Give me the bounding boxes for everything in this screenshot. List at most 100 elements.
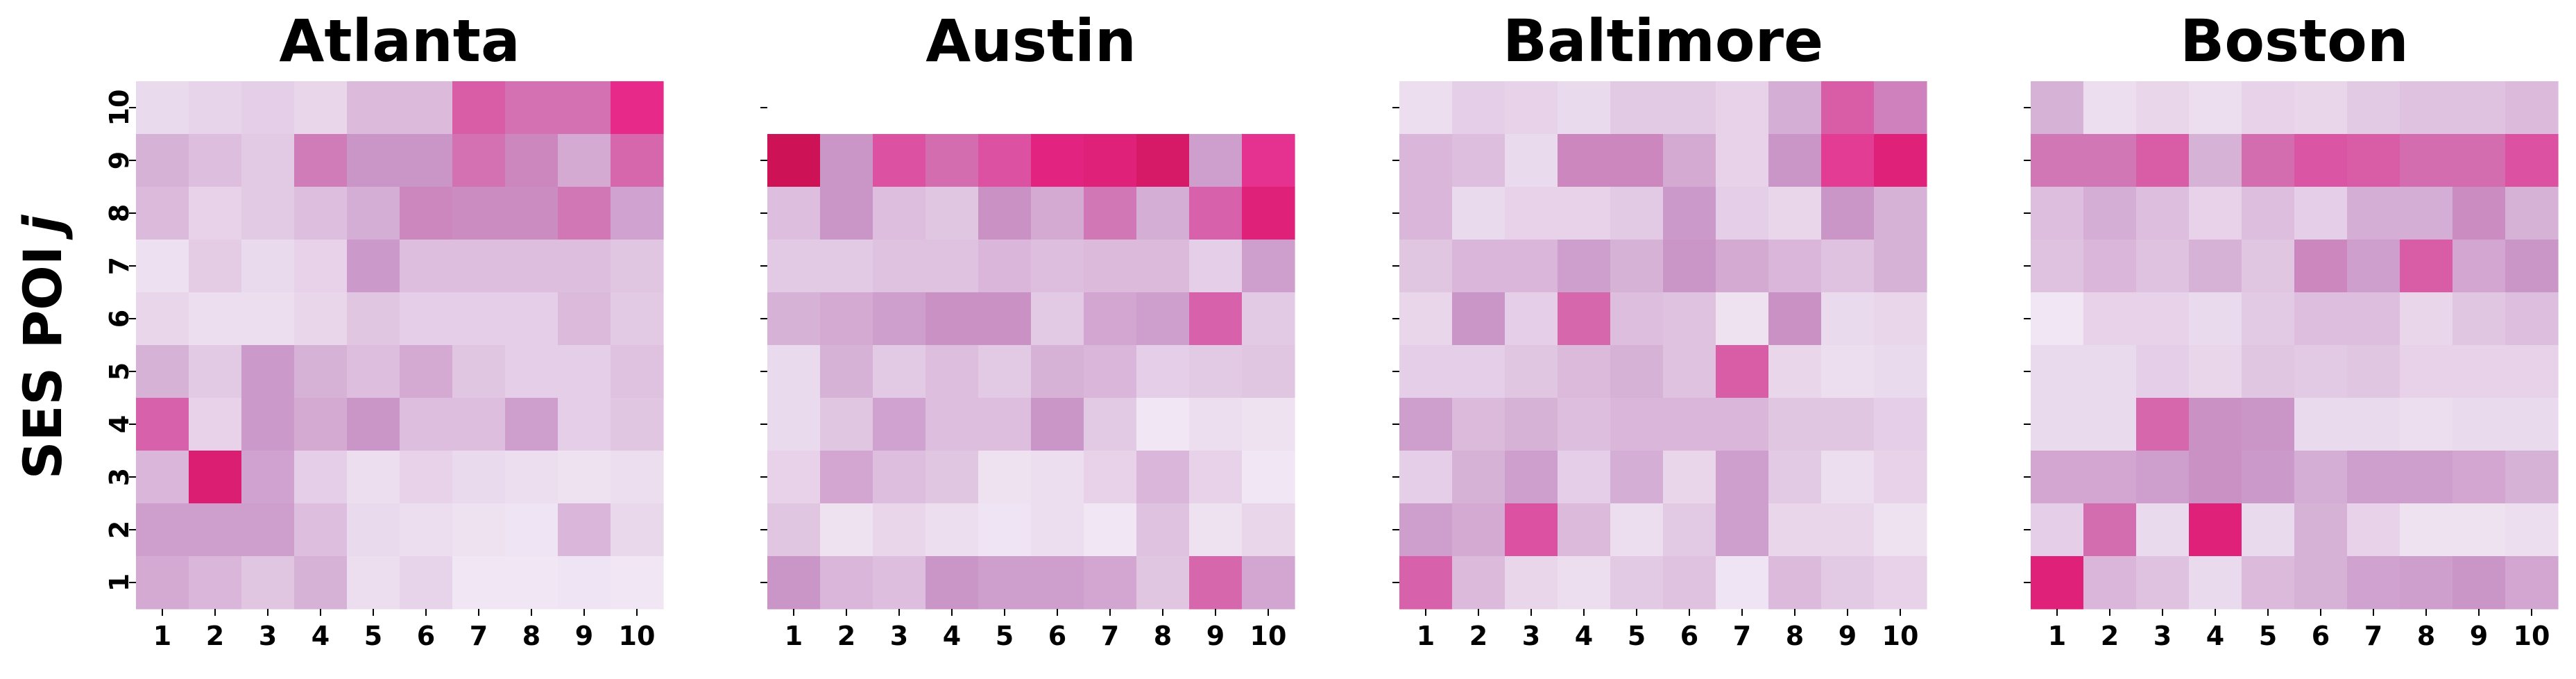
x-tick-label: 6: [2312, 621, 2330, 651]
x-tick-label: 1: [785, 621, 803, 651]
heatmap-cell: [1452, 134, 1505, 187]
heatmap-cell: [1874, 81, 1927, 135]
heatmap-cell: [1558, 345, 1611, 399]
heatmap-cell: [1136, 398, 1190, 451]
heatmap-cell: [241, 292, 295, 346]
heatmap-cell: [1136, 345, 1190, 399]
heatmap-cell: [1136, 134, 1190, 187]
heatmap-cell: [136, 292, 189, 346]
heatmap-cell: [1663, 398, 1716, 451]
heatmap-cell: [1716, 451, 1769, 504]
x-tick-label: 4: [2206, 621, 2224, 651]
heatmap-cell: [873, 503, 926, 557]
heatmap-cell: [2083, 187, 2137, 240]
heatmap-cell: [558, 345, 611, 399]
heatmap-cell: [347, 345, 400, 399]
heatmap-cell: [1558, 451, 1611, 504]
heatmap-cell: [2453, 398, 2506, 451]
heatmap-cell: [294, 556, 348, 610]
heatmap-cell: [1452, 292, 1505, 346]
heatmap-cell: [1189, 398, 1243, 451]
heatmap-cell: [2294, 292, 2348, 346]
heatmap-cell: [136, 187, 189, 240]
heatmap-cell: [1821, 292, 1875, 346]
heatmap-panel-boston: Boston 1 2 3 4 5 6 7 8 9 10: [2024, 7, 2559, 651]
heatmap-cell: [294, 134, 348, 187]
heatmap-cell: [2400, 345, 2453, 399]
heatmap-cell: [2031, 240, 2084, 293]
heatmap-cell: [820, 398, 873, 451]
heatmap-cell: [189, 292, 242, 346]
heatmap-cell: [926, 240, 979, 293]
heatmap-cell: [189, 503, 242, 557]
heatmap-cell: [2189, 503, 2242, 557]
x-tick-label: 1: [1417, 621, 1435, 651]
heatmap-cell: [2505, 187, 2559, 240]
heatmap-cell: [1558, 81, 1611, 135]
heatmap-cell: [2031, 451, 2084, 504]
x-tick-label: 5: [996, 621, 1014, 651]
heatmap-cell: [1452, 81, 1505, 135]
heatmap-cell: [978, 134, 1032, 187]
heatmap-cell: [2189, 292, 2242, 346]
x-tick-label: 6: [1680, 621, 1698, 651]
heatmap-cell: [1610, 556, 1664, 610]
heatmap-cell: [820, 503, 873, 557]
heatmap-cell: [2453, 240, 2506, 293]
x-tick-label: 5: [2259, 621, 2277, 651]
heatmap-cell: [2083, 292, 2137, 346]
heatmap-cell: [2505, 81, 2559, 135]
heatmap-cell: [136, 451, 189, 504]
heatmap-cell: [558, 81, 611, 135]
heatmap-cell: [2347, 134, 2400, 187]
heatmap-cell: [926, 503, 979, 557]
heatmap-cell: [978, 398, 1032, 451]
heatmap-cell: [2189, 134, 2242, 187]
heatmap-cell: [1031, 292, 1084, 346]
heatmap-cell: [1505, 134, 1558, 187]
heatmap-cell: [2347, 451, 2400, 504]
heatmap-cell: [2400, 398, 2453, 451]
heatmap-cell: [400, 345, 453, 399]
heatmap-cell: [1242, 134, 1295, 187]
heatmap-cell: [767, 187, 821, 240]
heatmap-cell: [505, 503, 558, 557]
heatmap-cell: [1136, 292, 1190, 346]
heatmap-cell: [1663, 556, 1716, 610]
heatmap-cell: [1084, 398, 1137, 451]
heatmap-cell: [1768, 292, 1822, 346]
heatmap-cell: [2400, 556, 2453, 610]
heatmap-cell: [1768, 451, 1822, 504]
heatmap-cell: [1558, 292, 1611, 346]
heatmap-cell: [2189, 345, 2242, 399]
heatmap-cell: [1874, 398, 1927, 451]
heatmap-cell: [1874, 240, 1927, 293]
heatmap-cell: [1084, 556, 1137, 610]
heatmap-cell: [1452, 556, 1505, 610]
heatmap-cell: [1716, 134, 1769, 187]
heatmap-cell: [767, 240, 821, 293]
heatmap-cell: [558, 503, 611, 557]
heatmap-cell: [611, 134, 664, 187]
heatmap-cell: [1663, 503, 1716, 557]
heatmap-cell: [452, 451, 506, 504]
heatmap-cell: [452, 81, 506, 135]
heatmap-cell: [1768, 345, 1822, 399]
heatmap-cell: [611, 451, 664, 504]
x-tick-label: 2: [206, 621, 224, 651]
heatmap-cell: [2294, 240, 2348, 293]
heatmap-cell: [1610, 187, 1664, 240]
heatmap-cell: [189, 451, 242, 504]
heatmap-cell: [1136, 503, 1190, 557]
heatmap-cell: [1874, 451, 1927, 504]
heatmap-cell: [347, 503, 400, 557]
heatmap-cell: [1399, 451, 1453, 504]
heatmap-cell: [1610, 398, 1664, 451]
heatmap-cell: [1189, 187, 1243, 240]
heatmap-cell: [1610, 134, 1664, 187]
heatmap-cell: [1136, 240, 1190, 293]
heatmap-cell: [505, 81, 558, 135]
heatmap-cell: [1031, 187, 1084, 240]
heatmap-cell: [189, 240, 242, 293]
x-tick-label: 5: [1628, 621, 1646, 651]
